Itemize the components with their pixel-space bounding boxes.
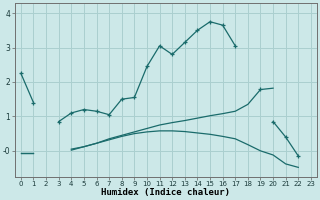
X-axis label: Humidex (Indice chaleur): Humidex (Indice chaleur) [101, 188, 230, 197]
